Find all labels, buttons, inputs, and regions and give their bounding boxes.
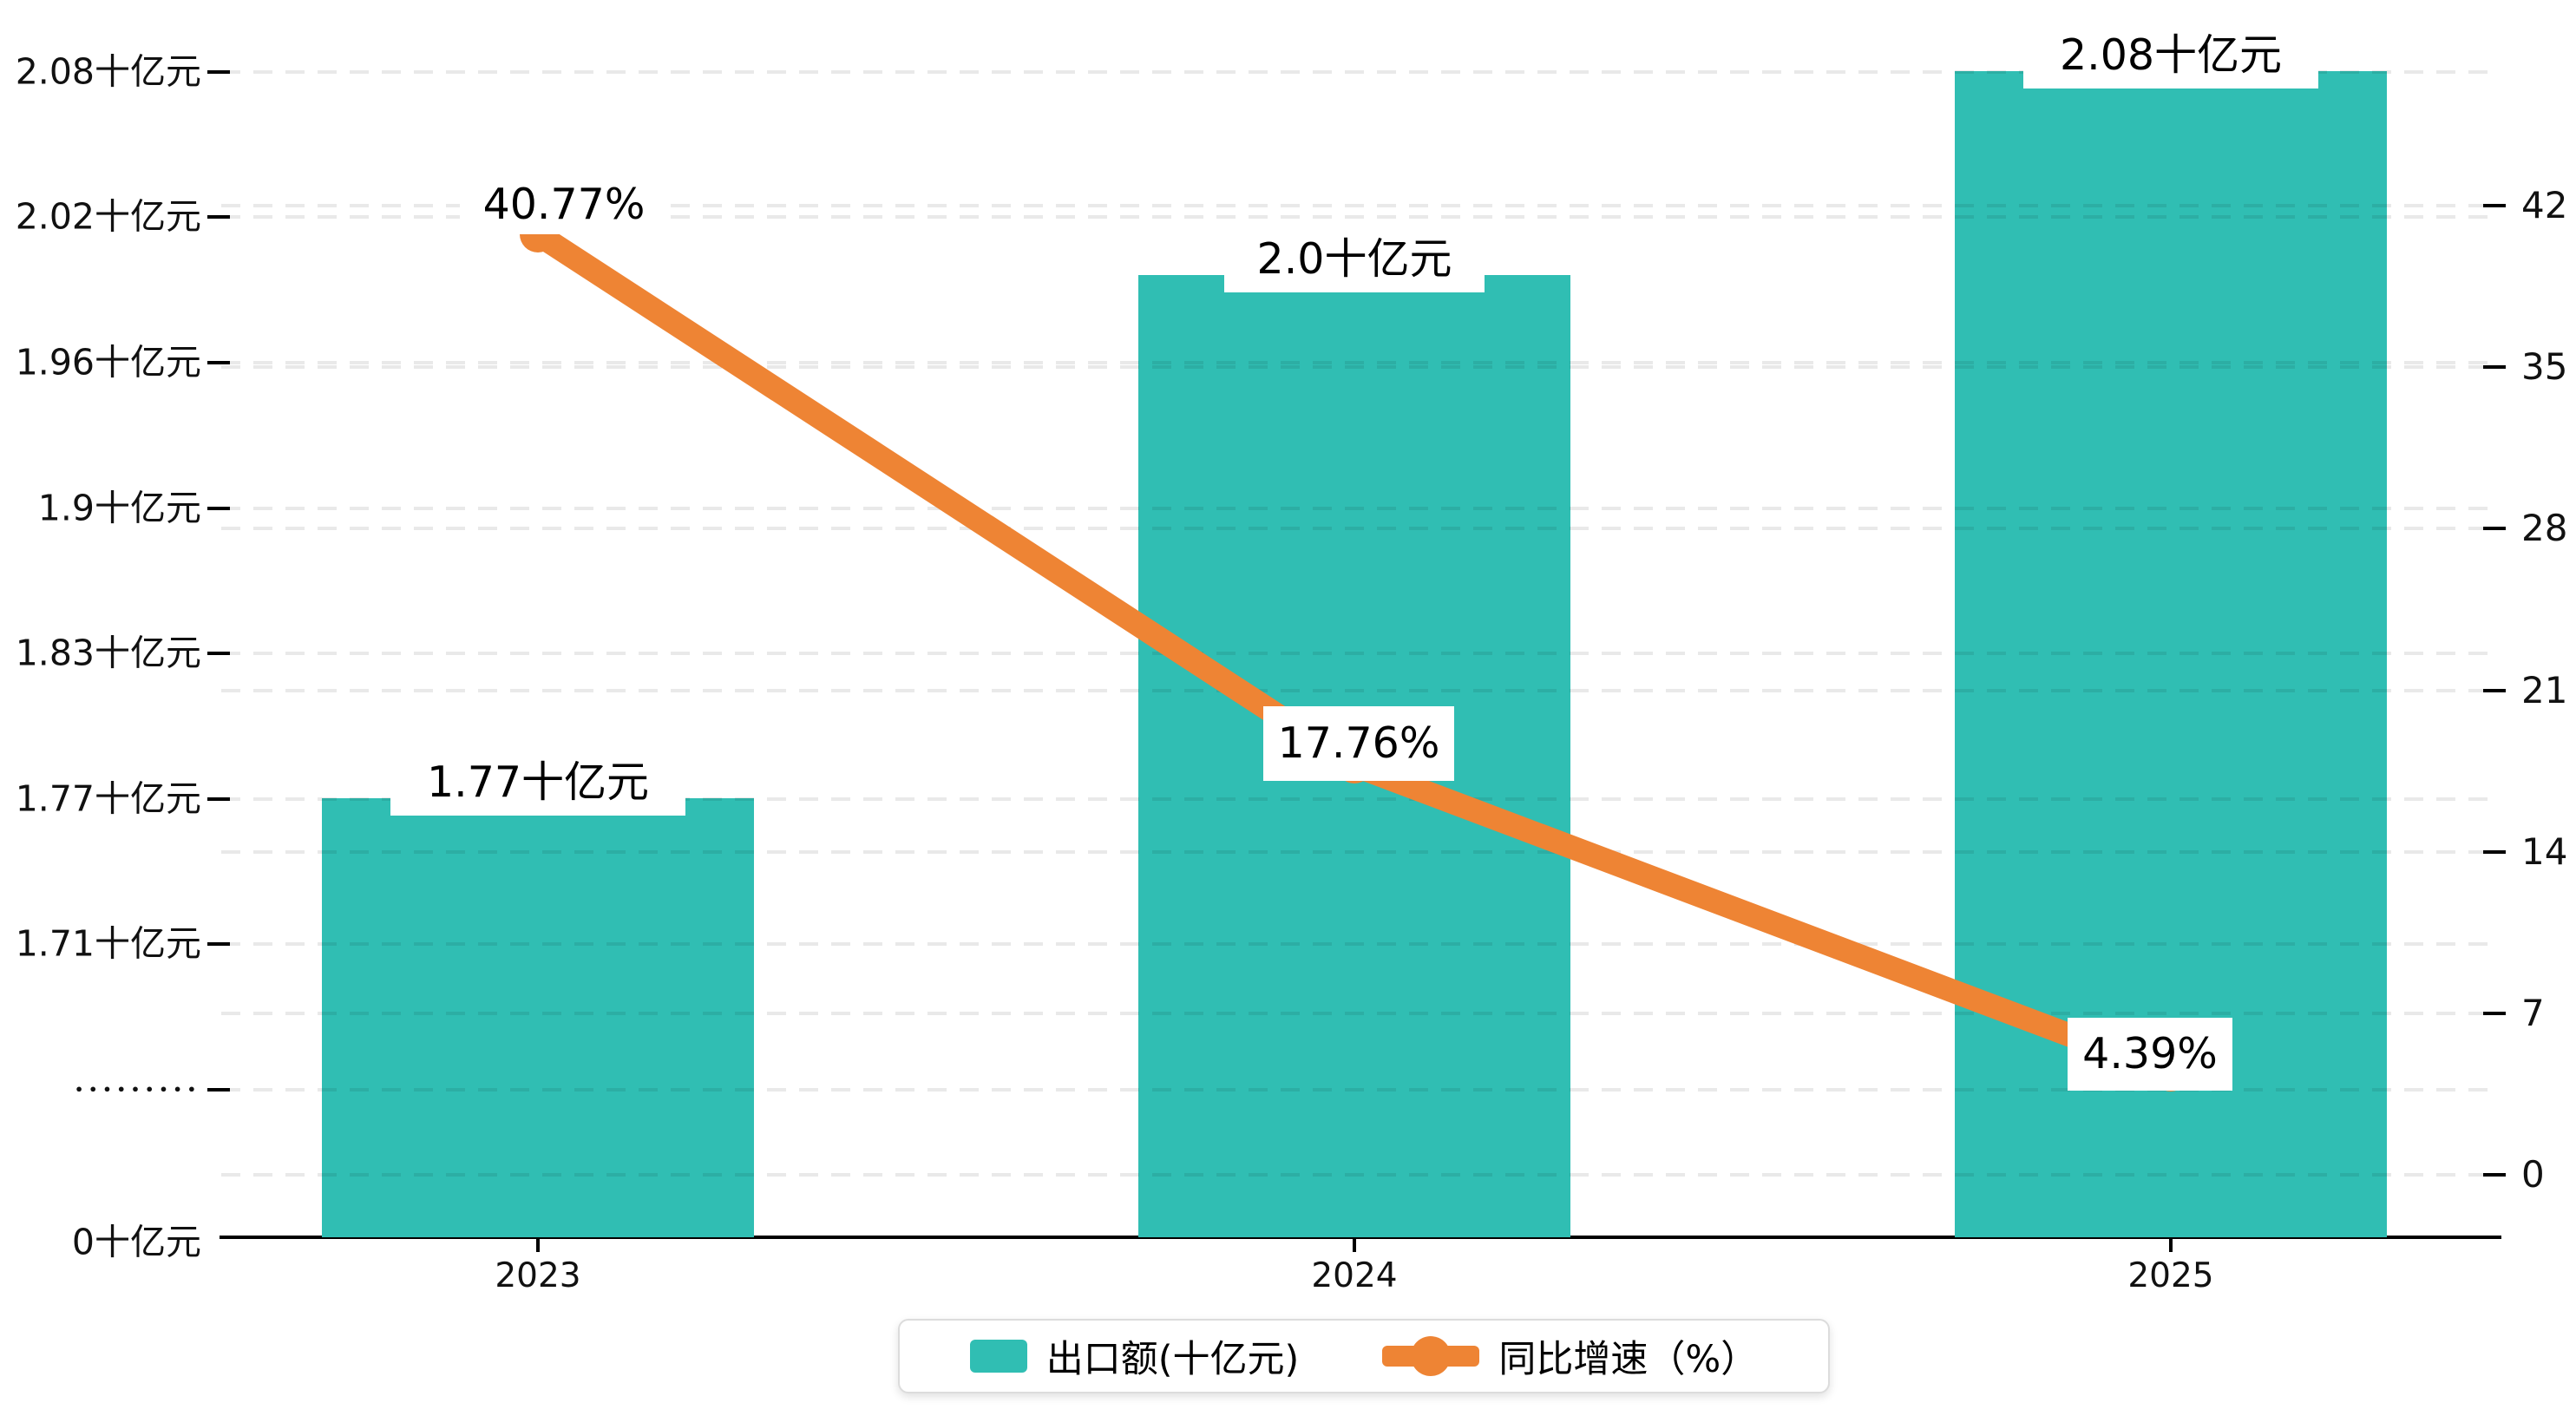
gridline bbox=[221, 850, 2499, 854]
y-axis-left-tick-label: 2.02十亿元 bbox=[15, 195, 201, 238]
y-axis-break-marker: ••••••••• bbox=[74, 1081, 201, 1098]
gridline bbox=[221, 365, 2499, 369]
y-axis-right-tick-label: 35 bbox=[2521, 345, 2568, 388]
gridline bbox=[221, 1173, 2499, 1177]
y-axis-left-tick-label: 1.71十亿元 bbox=[15, 922, 201, 965]
legend-item-growth[interactable]: 同比增速（%） bbox=[1382, 1329, 1758, 1383]
line-value-label-2025: 4.39% bbox=[2068, 1018, 2232, 1091]
gridline bbox=[221, 204, 2499, 207]
x-axis-tick bbox=[2169, 1239, 2173, 1252]
y-axis-left-tick-label: 1.96十亿元 bbox=[15, 341, 201, 384]
line-value-label-2024: 17.76% bbox=[1263, 706, 1454, 781]
y-axis-left-tick-label: 0十亿元 bbox=[71, 1221, 201, 1263]
y-axis-left-tick bbox=[207, 507, 230, 510]
y-axis-left-tick bbox=[207, 652, 230, 655]
y-axis-left-tick-label: 1.9十亿元 bbox=[37, 487, 201, 529]
y-axis-right-tick bbox=[2483, 365, 2506, 369]
gridline bbox=[221, 689, 2499, 692]
y-axis-left-tick bbox=[207, 70, 230, 74]
y-axis-left-tick bbox=[207, 361, 230, 364]
gridline bbox=[221, 652, 2499, 655]
y-axis-left-tick-label: 2.08十亿元 bbox=[15, 50, 201, 93]
y-axis-right-tick bbox=[2483, 527, 2506, 530]
x-axis-tick bbox=[1353, 1239, 1356, 1252]
y-axis-right-tick-label: 7 bbox=[2521, 992, 2545, 1034]
x-axis-tick bbox=[536, 1239, 540, 1252]
legend: 出口额(十亿元) 同比增速（%） bbox=[898, 1319, 1830, 1393]
y-axis-right-tick-label: 28 bbox=[2521, 507, 2568, 549]
gridline bbox=[221, 70, 2499, 74]
y-axis-left-tick bbox=[207, 797, 230, 801]
gridline bbox=[221, 215, 2499, 219]
x-axis-line bbox=[220, 1236, 2501, 1239]
x-axis-label-2024: 2024 bbox=[1311, 1256, 1398, 1295]
gridline bbox=[221, 942, 2499, 946]
bar-value-label-2023: 1.77十亿元 bbox=[390, 750, 685, 816]
legend-item-export[interactable]: 出口额(十亿元) bbox=[969, 1329, 1300, 1383]
y-axis-right-tick bbox=[2483, 204, 2506, 207]
y-axis-right-tick-label: 42 bbox=[2521, 184, 2568, 226]
y-axis-right-tick-label: 0 bbox=[2521, 1153, 2545, 1196]
y-axis-right-tick bbox=[2483, 850, 2506, 854]
y-axis-right-tick bbox=[2483, 1173, 2506, 1177]
bar-series-swatch-icon bbox=[969, 1340, 1027, 1373]
x-axis-label-2025: 2025 bbox=[2127, 1256, 2214, 1295]
gridline bbox=[221, 527, 2499, 530]
line-series-marker-icon bbox=[1382, 1336, 1480, 1376]
y-axis-left-tick bbox=[207, 1088, 230, 1092]
gridline bbox=[221, 507, 2499, 510]
y-axis-right-tick bbox=[2483, 689, 2506, 692]
gridline bbox=[221, 361, 2499, 364]
legend-label-growth: 同比增速（%） bbox=[1498, 1338, 1759, 1381]
y-axis-left-tick-label: 1.77十亿元 bbox=[15, 777, 201, 820]
gridline bbox=[221, 797, 2499, 801]
y-axis-right-tick-label: 21 bbox=[2521, 669, 2568, 711]
line-value-label-2023: 40.77% bbox=[460, 179, 668, 234]
y-axis-right-tick-label: 14 bbox=[2521, 830, 2568, 873]
y-axis-right-tick bbox=[2483, 1012, 2506, 1015]
y-axis-left-tick bbox=[207, 215, 230, 219]
gridline bbox=[221, 1088, 2499, 1092]
y-axis-left-tick bbox=[207, 942, 230, 946]
gridline bbox=[221, 1012, 2499, 1015]
legend-label-export: 出口额(十亿元) bbox=[1045, 1338, 1300, 1381]
bar-2023[interactable] bbox=[322, 798, 754, 1237]
bar-value-label-2024: 2.0十亿元 bbox=[1224, 226, 1485, 292]
bar-value-label-2025: 2.08十亿元 bbox=[2023, 23, 2318, 88]
y-axis-left-tick-label: 1.83十亿元 bbox=[15, 632, 201, 674]
x-axis-label-2023: 2023 bbox=[495, 1256, 581, 1295]
